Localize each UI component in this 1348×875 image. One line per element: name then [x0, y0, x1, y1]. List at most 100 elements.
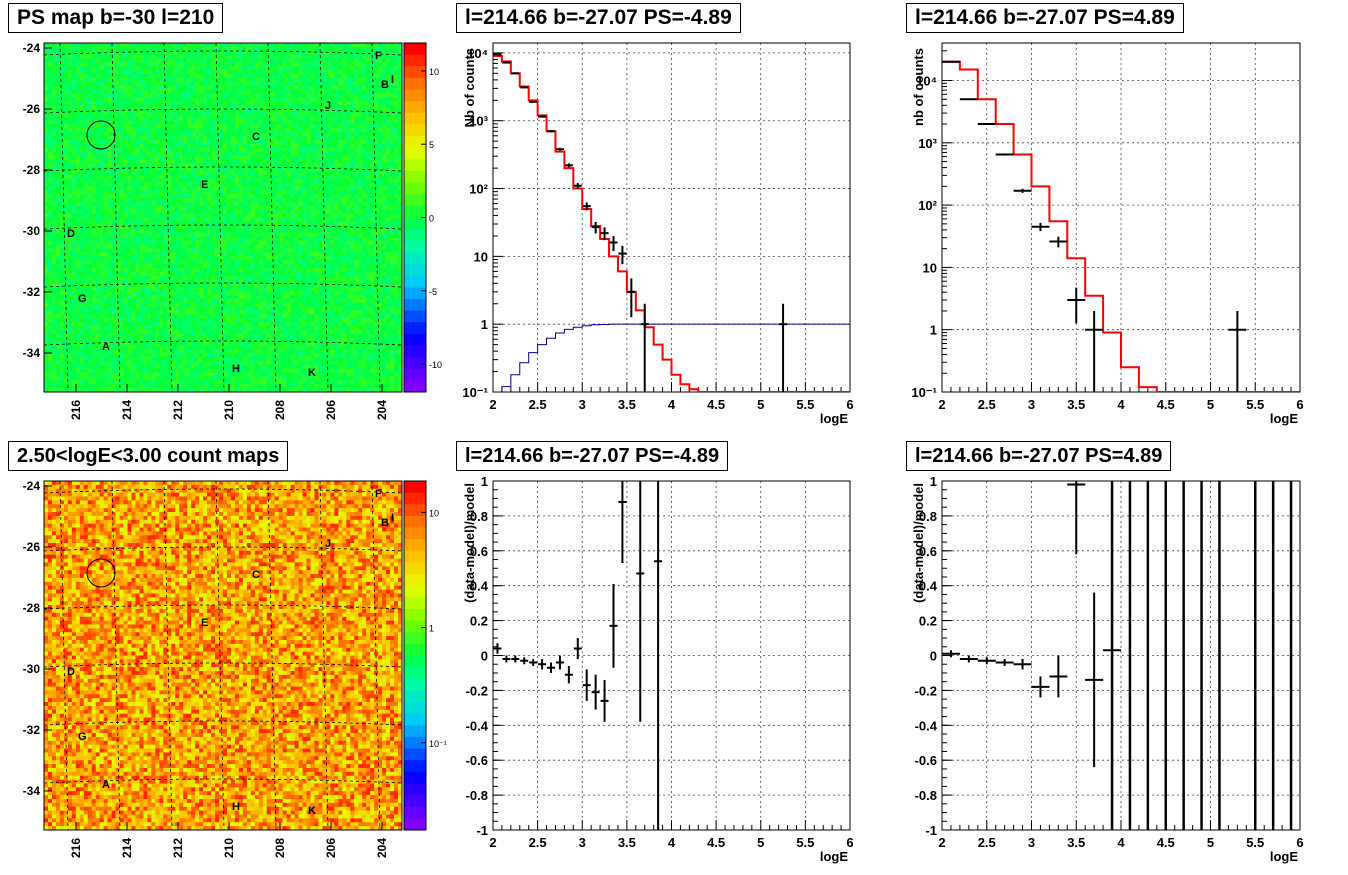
- ps_map-pixel: [254, 213, 260, 218]
- ps_map-pixel: [246, 256, 252, 261]
- ps_map-pixel: [195, 287, 200, 292]
- ps_map-pixel: [171, 128, 176, 133]
- ps_map-pixel: [151, 198, 156, 203]
- ps_map-pixel: [167, 124, 172, 129]
- ps_map-pixel: [163, 112, 168, 118]
- ps_map-pixel: [47, 174, 53, 180]
- ps_map-pixel: [87, 240, 93, 246]
- ps_map-pixel: [119, 372, 124, 377]
- ps_map-pixel: [163, 360, 168, 366]
- ps_map-pixel: [187, 256, 192, 261]
- ps_map-pixel: [175, 233, 180, 238]
- ps_map-pixel: [195, 322, 200, 327]
- ps_map-pixel: [155, 97, 160, 102]
- ps_map-pixel: [143, 186, 148, 191]
- ps_map-pixel: [199, 85, 204, 90]
- ps_map-pixel: [127, 151, 132, 156]
- ps_map-pixel: [83, 217, 89, 222]
- ps_map-pixel: [79, 240, 85, 246]
- ps_map-pixel: [59, 260, 65, 265]
- ps_map-pixel: [47, 105, 53, 110]
- ps_map-pixel: [219, 376, 224, 381]
- ps_map-pixel: [135, 120, 140, 125]
- ps_map-pixel: [199, 360, 204, 366]
- ps_map-pixel: [199, 81, 204, 87]
- ps_map-pixel: [223, 360, 228, 366]
- ps_map-pixel: [123, 357, 128, 362]
- ps_map-pixel: [250, 345, 256, 350]
- ps_map-pixel: [207, 198, 212, 203]
- ps_map-pixel: [230, 326, 236, 331]
- ps_map-pixel: [238, 116, 244, 121]
- ps_map-pixel: [258, 372, 264, 377]
- ps_map-pixel: [250, 349, 256, 354]
- ps_map-pixel: [87, 291, 93, 296]
- ps_map-pixel: [195, 380, 200, 385]
- ps_map-pixel: [219, 124, 224, 129]
- ps_map-pixel: [71, 345, 77, 350]
- ps_map-pixel: [179, 58, 184, 63]
- ps_map-pixel: [63, 139, 69, 145]
- ps_map-pixel: [187, 310, 192, 315]
- ps_map-pixel: [143, 201, 148, 207]
- ps_map-pixel: [230, 209, 236, 215]
- ps_map-pixel: [123, 66, 128, 71]
- ps_map-pixel: [63, 170, 69, 176]
- ps_map-pixel: [91, 136, 97, 141]
- ps_map-pixel: [75, 248, 81, 253]
- ps_map-pixel: [226, 58, 232, 63]
- ps_map-pixel: [183, 376, 188, 381]
- ps_map-pixel: [219, 329, 224, 335]
- ps_map-pixel: [67, 50, 73, 56]
- ps_map-pixel: [75, 108, 81, 114]
- ps_map-pixel: [127, 341, 132, 346]
- ps_map-pixel: [159, 198, 164, 203]
- ps_map-pixel: [163, 116, 168, 121]
- ps_map-pixel: [75, 93, 81, 98]
- ps_map-pixel: [87, 260, 93, 265]
- ps_map-pixel: [147, 151, 152, 156]
- ps_map-pixel: [207, 105, 212, 110]
- ps_map-pixel: [135, 310, 140, 315]
- ps_map-pixel: [67, 182, 73, 187]
- ps_map-pixel: [211, 151, 216, 156]
- ps_map-pixel: [127, 167, 132, 172]
- ps_map-pixel: [183, 74, 188, 79]
- ps_map-pixel: [155, 240, 160, 246]
- ps_map-pixel: [51, 128, 57, 133]
- ps_map-pixel: [242, 101, 248, 106]
- ps_map-pixel: [258, 260, 264, 265]
- ps_map-pixel: [95, 81, 101, 87]
- ps_map-pixel: [195, 341, 200, 346]
- ps_map-pixel: [187, 70, 192, 75]
- ps_map-pixel: [207, 155, 212, 160]
- ps_map-pixel: [262, 112, 268, 118]
- ps_map-pixel: [47, 70, 53, 75]
- ps_map-pixel: [234, 136, 240, 141]
- ps_map-pixel: [179, 201, 184, 207]
- ps_map-pixel: [75, 186, 81, 191]
- ps_map-pixel: [131, 43, 136, 48]
- ps_map-pixel: [119, 112, 124, 118]
- ps_map-pixel: [87, 225, 93, 230]
- ps_map-pixel: [127, 170, 132, 176]
- ps_map-pixel: [195, 388, 200, 393]
- ps_map-pixel: [127, 201, 132, 207]
- ps_map-pixel: [115, 376, 120, 381]
- ps_map-pixel: [79, 384, 85, 389]
- ps_map-pixel: [191, 306, 196, 311]
- ps_map-pixel: [234, 264, 240, 269]
- ps_map-pixel: [127, 221, 132, 226]
- ps_map-pixel: [242, 143, 248, 149]
- ps_map-pixel: [139, 163, 144, 168]
- ps_map-pixel: [135, 167, 140, 172]
- ps_map-pixel: [87, 77, 93, 83]
- ps_map-pixel: [171, 163, 176, 168]
- ps_map-pixel: [95, 43, 101, 48]
- ps_map-pixel: [199, 384, 204, 389]
- ps_map-pixel: [119, 333, 124, 339]
- ps_map-pixel: [127, 132, 132, 137]
- ps_map-pixel: [99, 376, 105, 381]
- ps_map-pixel: [155, 291, 160, 296]
- ps_map-pixel: [99, 101, 105, 106]
